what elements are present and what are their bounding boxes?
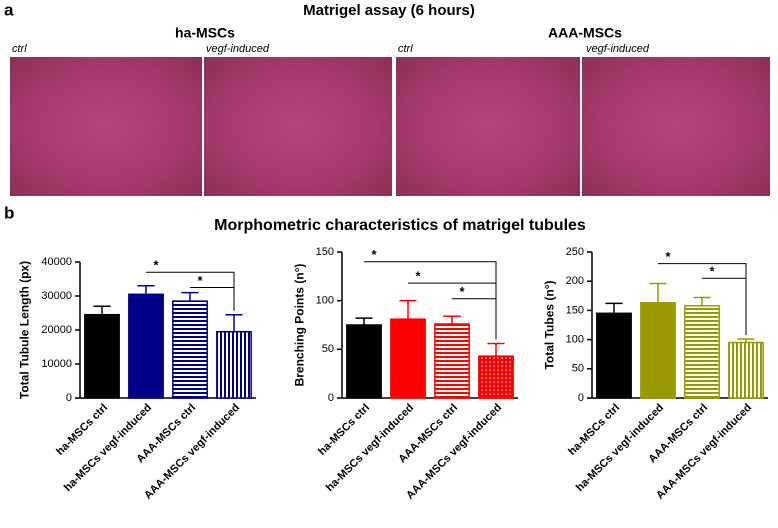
micrograph xyxy=(396,57,580,196)
y-tick-label: 200 xyxy=(566,275,584,287)
significance-label: * xyxy=(371,247,377,262)
significance-bracket xyxy=(190,287,235,311)
significance-label: * xyxy=(197,273,203,288)
bar xyxy=(684,304,720,399)
x-tick-label: AAA-MSCs vegf-induced xyxy=(404,402,504,502)
y-tick-label: 0 xyxy=(66,392,72,404)
y-tick-label: 40000 xyxy=(41,256,72,268)
image-label: ctrl xyxy=(398,43,413,55)
y-axis-label: Brenching Points (n°) xyxy=(293,264,307,387)
error-bar xyxy=(737,338,755,343)
bar xyxy=(640,302,676,399)
panel-letter: b xyxy=(4,203,14,222)
y-tick-label: 50 xyxy=(322,343,334,355)
significance-label: * xyxy=(153,258,159,273)
bar xyxy=(128,293,164,399)
bar xyxy=(216,330,252,399)
significance-label: * xyxy=(665,249,671,264)
micrograph xyxy=(10,57,202,196)
y-axis-label: Total Tubes (n°) xyxy=(543,280,557,369)
y-tick-label: 30000 xyxy=(41,290,72,302)
error-bar xyxy=(93,305,111,315)
bar xyxy=(728,341,764,399)
x-tick-label: ha-MSCs vegf-induced xyxy=(62,402,154,494)
error-bar xyxy=(137,285,155,295)
significance-label: * xyxy=(709,264,715,279)
micrograph xyxy=(582,57,770,196)
significance-bracket xyxy=(702,277,747,336)
significance-bracket xyxy=(452,298,497,340)
bar xyxy=(434,323,470,399)
y-tick-label: 150 xyxy=(316,246,334,258)
y-tick-label: 100 xyxy=(316,295,334,307)
group-title: ha-MSCs xyxy=(175,25,235,41)
y-tick-label: 50 xyxy=(572,363,584,375)
y-tick-label: 150 xyxy=(566,304,584,316)
x-tick-label: AAA-MSCs vegf-induced xyxy=(654,402,754,502)
group-title: AAA-MSCs xyxy=(548,25,622,41)
micrograph xyxy=(204,57,392,196)
error-bar xyxy=(225,313,243,332)
y-axis-label: Total Tubule Length (px) xyxy=(18,261,32,399)
error-bar xyxy=(605,302,623,314)
significance-bracket xyxy=(364,261,497,340)
error-bar xyxy=(443,315,461,325)
significance-label: * xyxy=(459,284,465,299)
bar xyxy=(596,312,632,399)
y-tick-label: 20000 xyxy=(41,324,72,336)
x-tick-label: AAA-MSCs vegf-induced xyxy=(142,402,242,502)
bar xyxy=(172,300,208,399)
bar xyxy=(390,318,426,399)
panel-title: Morphometric characteristics of matrigel… xyxy=(214,217,586,234)
error-bar xyxy=(399,299,417,320)
x-tick-label: ha-MSCs vegf-induced xyxy=(574,402,666,494)
image-label: vegf-induced xyxy=(586,43,650,55)
image-label: vegf-induced xyxy=(206,43,270,55)
y-tick-label: 0 xyxy=(578,392,584,404)
x-tick-label: ha-MSCs vegf-induced xyxy=(324,402,416,494)
error-bar xyxy=(649,282,667,303)
error-bar xyxy=(487,342,505,357)
bar xyxy=(478,355,514,399)
significance-label: * xyxy=(415,269,421,284)
bar xyxy=(84,313,120,399)
bar xyxy=(346,324,382,399)
image-label: ctrl xyxy=(12,43,27,55)
y-tick-label: 0 xyxy=(328,392,334,404)
panel-letter: a xyxy=(4,0,14,19)
y-tick-label: 100 xyxy=(566,334,584,346)
panel-title: Matrigel assay (6 hours) xyxy=(303,2,475,19)
y-tick-label: 10000 xyxy=(41,358,72,370)
y-tick-label: 250 xyxy=(566,246,584,258)
error-bar xyxy=(181,291,199,302)
error-bar xyxy=(355,317,373,325)
error-bar xyxy=(693,296,711,306)
